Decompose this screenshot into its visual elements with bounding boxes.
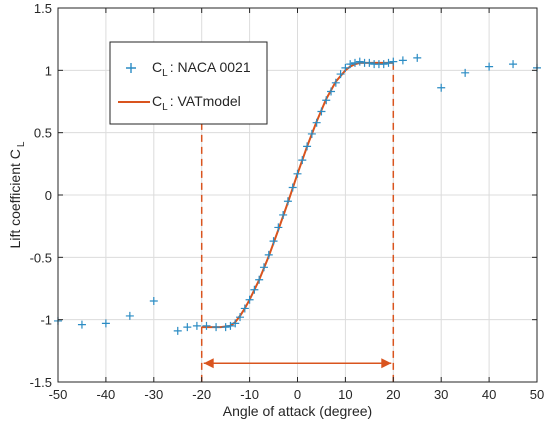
legend-naca-marker xyxy=(126,63,136,73)
naca-point xyxy=(240,304,249,313)
naca-point xyxy=(336,70,345,79)
x-tick-label: 30 xyxy=(434,387,448,402)
naca-point xyxy=(259,263,268,272)
x-axis-label: Angle of attack (degree) xyxy=(223,403,372,419)
naca-point xyxy=(437,83,446,92)
naca-point xyxy=(293,169,302,178)
legend-vat-label-sub: L xyxy=(162,102,168,113)
naca-point xyxy=(236,313,245,322)
naca-point xyxy=(279,210,288,219)
x-tick-label: 50 xyxy=(530,387,544,402)
naca-point xyxy=(389,57,398,66)
naca-point xyxy=(312,118,321,127)
naca-point xyxy=(274,223,283,232)
naca-point xyxy=(192,321,201,330)
naca-point xyxy=(317,107,326,116)
y-tick-label: -1 xyxy=(40,313,52,328)
naca-point xyxy=(283,197,292,206)
naca-point xyxy=(149,296,158,305)
naca-point xyxy=(365,58,374,67)
naca-point xyxy=(379,60,388,69)
x-tick-label: -30 xyxy=(144,387,163,402)
naca-point xyxy=(346,60,355,69)
naca-point xyxy=(485,62,494,71)
naca-point xyxy=(413,53,422,62)
naca-point xyxy=(202,321,211,330)
naca-point xyxy=(398,56,407,65)
legend-vat-label-rest: : VATmodel xyxy=(170,93,241,109)
naca-point xyxy=(341,63,350,72)
naca-point xyxy=(355,57,364,66)
legend-naca-plus xyxy=(126,63,136,73)
legend-entry-vat: CL: VATmodel xyxy=(118,93,241,113)
naca-point xyxy=(77,320,86,329)
legend-naca-label-sub: L xyxy=(162,68,168,79)
naca-point xyxy=(327,87,336,96)
x-tick-label: 10 xyxy=(338,387,352,402)
y-tick-label: -1.5 xyxy=(30,375,52,390)
y-tick-label: -0.5 xyxy=(30,250,52,265)
naca-point xyxy=(298,156,307,165)
y-axis-label-sub: L xyxy=(16,141,27,147)
legend-naca-label-rest: : NACA 0021 xyxy=(170,59,251,75)
naca-point xyxy=(322,96,331,105)
naca-point xyxy=(101,319,110,328)
x-tick-label: -10 xyxy=(240,387,259,402)
naca-point xyxy=(221,323,230,332)
y-tick-label: 1 xyxy=(45,63,52,78)
legend-vat-label-main: C xyxy=(152,93,162,109)
axis-ticks: -50 -40 -30 -20 -10 0 10 20 30 40 50 -1.5 -1 -0.5 0 0.5… xyxy=(30,1,545,402)
naca-point xyxy=(173,326,182,335)
naca-point xyxy=(303,142,312,151)
naca-point xyxy=(231,319,240,328)
naca-point xyxy=(183,323,192,332)
range-arrow-head-right xyxy=(381,358,392,369)
y-tick-label: 1.5 xyxy=(34,1,52,16)
x-tick-label: 20 xyxy=(386,387,400,402)
naca-point xyxy=(331,78,340,87)
naca-point xyxy=(250,285,259,294)
naca-point xyxy=(212,323,221,332)
x-tick-label: 40 xyxy=(482,387,496,402)
y-axis-label-main: Lift coefficient C xyxy=(7,149,23,248)
legend-box xyxy=(109,41,268,125)
x-tick-label: -50 xyxy=(49,387,68,402)
naca-point xyxy=(269,237,278,246)
naca-point xyxy=(255,275,264,284)
legend-naca-label: CL: NACA 0021 xyxy=(152,59,251,79)
x-tick-label: -20 xyxy=(192,387,211,402)
naca-point xyxy=(226,321,235,330)
naca-point xyxy=(288,183,297,192)
naca-point xyxy=(307,129,316,138)
legend-naca-label-main: C xyxy=(152,59,162,75)
y-tick-label: 0.5 xyxy=(34,126,52,141)
x-tick-label: 0 xyxy=(294,387,301,402)
legend-vat-label: CL: VATmodel xyxy=(152,93,241,113)
y-axis-label: Lift coefficient C L xyxy=(7,141,27,248)
naca-points-group xyxy=(54,53,541,335)
legend-entry-naca: CL: NACA 0021 xyxy=(126,59,251,79)
naca-point xyxy=(125,311,134,320)
naca-point xyxy=(350,58,359,67)
y-tick-label: 0 xyxy=(45,188,52,203)
x-tick-label: -40 xyxy=(97,387,116,402)
naca-point xyxy=(245,295,254,304)
range-arrow-head-left xyxy=(203,358,214,369)
naca-point xyxy=(384,58,393,67)
legend: CL: NACA 0021 CL: VATmodel xyxy=(109,41,268,125)
naca-point xyxy=(264,250,273,259)
naca-point xyxy=(461,68,470,77)
naca-point xyxy=(509,60,518,69)
